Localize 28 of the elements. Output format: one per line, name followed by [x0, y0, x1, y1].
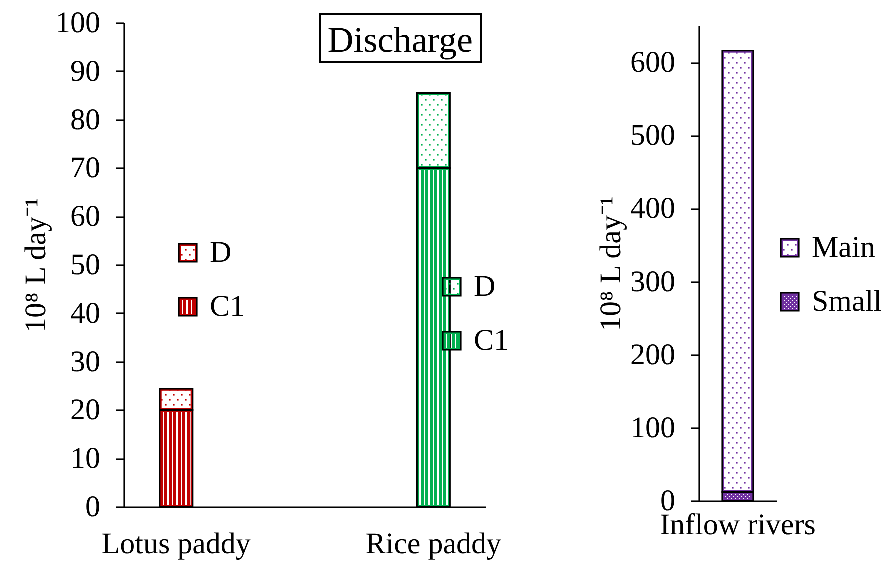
y-tick-label: 10 — [70, 442, 100, 476]
y-tick-label: 0 — [86, 490, 100, 524]
x-tick-label: Lotus paddy — [102, 528, 251, 560]
y-tick-label: 100 — [630, 411, 676, 444]
y-tick-label: 400 — [630, 192, 676, 226]
y-axis-title: 10⁸ L day⁻¹ — [20, 198, 52, 333]
legend-label: D — [210, 236, 232, 269]
y-tick-label: 200 — [630, 338, 676, 372]
y-tick-label: 30 — [70, 345, 100, 378]
y-tick-label: 60 — [70, 200, 100, 234]
y-tick-label: 70 — [70, 152, 100, 185]
y-tick-label: 600 — [630, 46, 676, 80]
y-tick-label: 50 — [70, 248, 100, 282]
chart-title: Discharge — [328, 20, 473, 60]
legend-label: C1 — [210, 290, 246, 323]
legend-label: D — [474, 270, 496, 303]
y-axis-title: 10⁸ L day⁻¹ — [594, 196, 628, 332]
y-tick-label: 80 — [70, 103, 100, 136]
legend-label: Main — [812, 231, 876, 264]
y-tick-label: 20 — [70, 394, 100, 427]
y-tick-label: 300 — [630, 265, 676, 298]
y-tick-label: 90 — [70, 54, 100, 88]
y-tick-label: 100 — [56, 6, 100, 40]
y-tick-label: 40 — [70, 296, 100, 330]
y-tick-label: 500 — [630, 119, 676, 152]
legend-label: Small — [812, 285, 882, 318]
legend-label: C1 — [474, 324, 510, 357]
x-tick-label: Rice paddy — [366, 528, 502, 560]
